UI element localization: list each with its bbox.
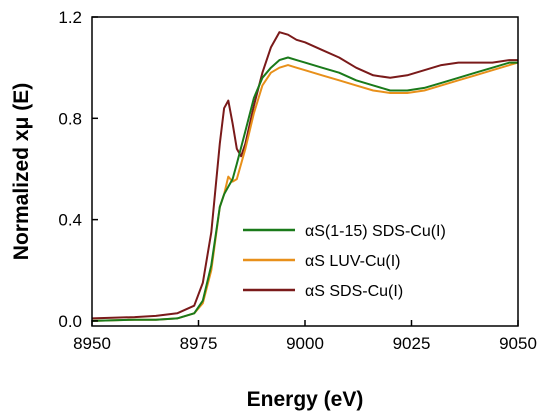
y-tick-label: 1.2 bbox=[58, 8, 82, 27]
x-tick-label: 9025 bbox=[393, 334, 431, 353]
legend-label: αS LUV-Cu(I) bbox=[305, 253, 401, 270]
x-axis-label: Energy (eV) bbox=[247, 388, 364, 411]
legend-label: αS(1-15) SDS-Cu(I) bbox=[305, 223, 446, 240]
y-tick-label: 0.4 bbox=[58, 211, 82, 230]
series-line bbox=[91, 56, 518, 322]
legend-label: αS SDS-Cu(I) bbox=[305, 283, 403, 300]
x-tick-label: 9000 bbox=[286, 334, 324, 353]
x-tick-label: 8975 bbox=[180, 334, 218, 353]
legend: αS(1-15) SDS-Cu(I) αS LUV-Cu(I) αS SDS-Cu(… bbox=[243, 223, 446, 300]
series-layer bbox=[91, 31, 519, 322]
y-tick-label: 0.0 bbox=[58, 312, 82, 331]
x-tick-label: 8950 bbox=[73, 334, 111, 353]
y-axis-label: Normalized xμ (E) bbox=[10, 83, 33, 260]
y-tick-label: 0.8 bbox=[58, 109, 82, 128]
x-tick-label: 9050 bbox=[499, 334, 537, 353]
series-line bbox=[91, 31, 518, 320]
tick-layer: 8950 8975 9000 9025 9050 0.0 0.4 0.8 1.2 bbox=[58, 8, 537, 353]
